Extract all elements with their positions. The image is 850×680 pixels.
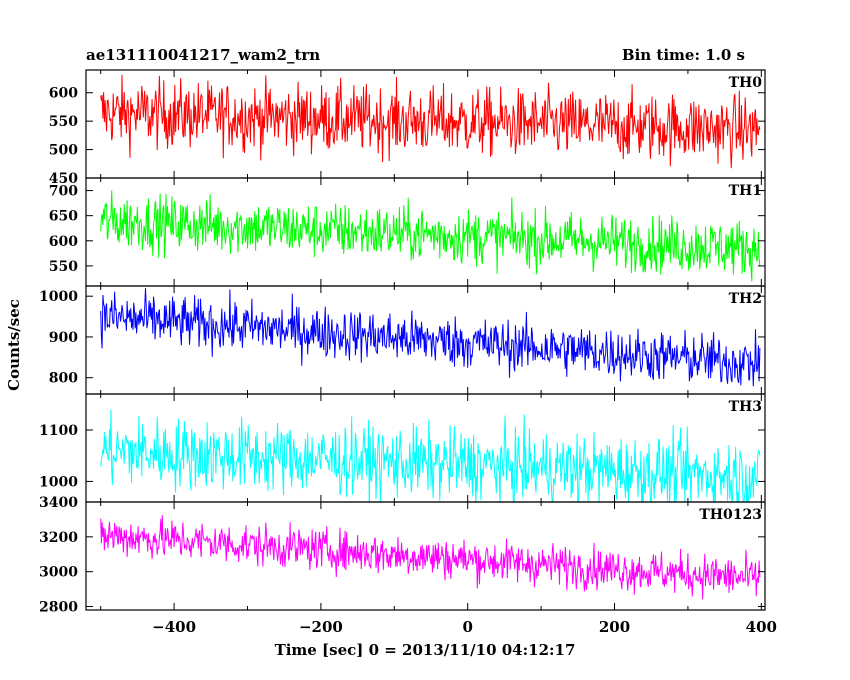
panel-label: TH1 <box>729 183 762 199</box>
y-tick-label: 650 <box>49 209 78 225</box>
y-axis-label: Counts/sec <box>5 299 23 391</box>
series-line-th1 <box>100 190 761 282</box>
y-tick-label: 450 <box>49 171 78 187</box>
panel-th2: 800 900 1000 TH2 <box>39 285 766 395</box>
y-tick-label: 600 <box>49 234 78 250</box>
series-line-th0 <box>100 74 761 169</box>
x-tick-label: 0 <box>462 618 472 636</box>
y-tick-label: 600 <box>49 86 78 102</box>
y-tick-label: 1000 <box>39 474 78 490</box>
x-tick-label: 200 <box>599 618 630 636</box>
y-tick-label: 900 <box>49 330 78 346</box>
panel-label: TH2 <box>729 291 762 307</box>
y-tick-label: 800 <box>49 371 78 387</box>
chart-title-left: ae131110041217_wam2_trn <box>86 46 320 64</box>
panel-frame <box>85 501 766 611</box>
panel-th0123: 2800 3000 3200 3400 TH0123 <box>39 495 766 616</box>
y-tick-label: 700 <box>49 184 78 200</box>
y-tick-label: 550 <box>49 259 78 275</box>
y-tick-label: 1100 <box>39 423 78 439</box>
chart-title-right: Bin time: 1.0 s <box>622 46 745 64</box>
x-tick-label: 400 <box>746 618 777 636</box>
y-tick-label: 2800 <box>39 600 78 616</box>
y-tick-label: 550 <box>49 114 78 130</box>
panel-th3: 1000 1100 TH3 <box>39 393 766 503</box>
panel-label: TH3 <box>729 399 762 415</box>
panel-label: TH0123 <box>699 507 762 523</box>
panel-th1: 550 600 650 700 TH1 <box>49 177 766 287</box>
series-line-th2 <box>100 288 761 387</box>
y-tick-label: 500 <box>49 143 78 159</box>
series-line-th3 <box>100 409 761 502</box>
series-line-th0123 <box>100 515 761 600</box>
panel-th0: 450 500 550 600 TH0 <box>49 69 766 187</box>
y-tick-label: 3400 <box>39 495 78 511</box>
x-tick-label: −200 <box>299 618 343 636</box>
y-tick-label: 3000 <box>39 565 78 581</box>
y-tick-label: 3200 <box>39 530 78 546</box>
panel-label: TH0 <box>729 75 763 91</box>
panels-group: 450 500 550 600 TH0 550 600 650 700 TH1 800 900 1000… <box>39 69 777 636</box>
x-axis-label: Time [sec] 0 = 2013/11/10 04:12:17 <box>275 641 576 659</box>
x-tick-label: −400 <box>152 618 196 636</box>
y-tick-label: 1000 <box>39 289 78 305</box>
